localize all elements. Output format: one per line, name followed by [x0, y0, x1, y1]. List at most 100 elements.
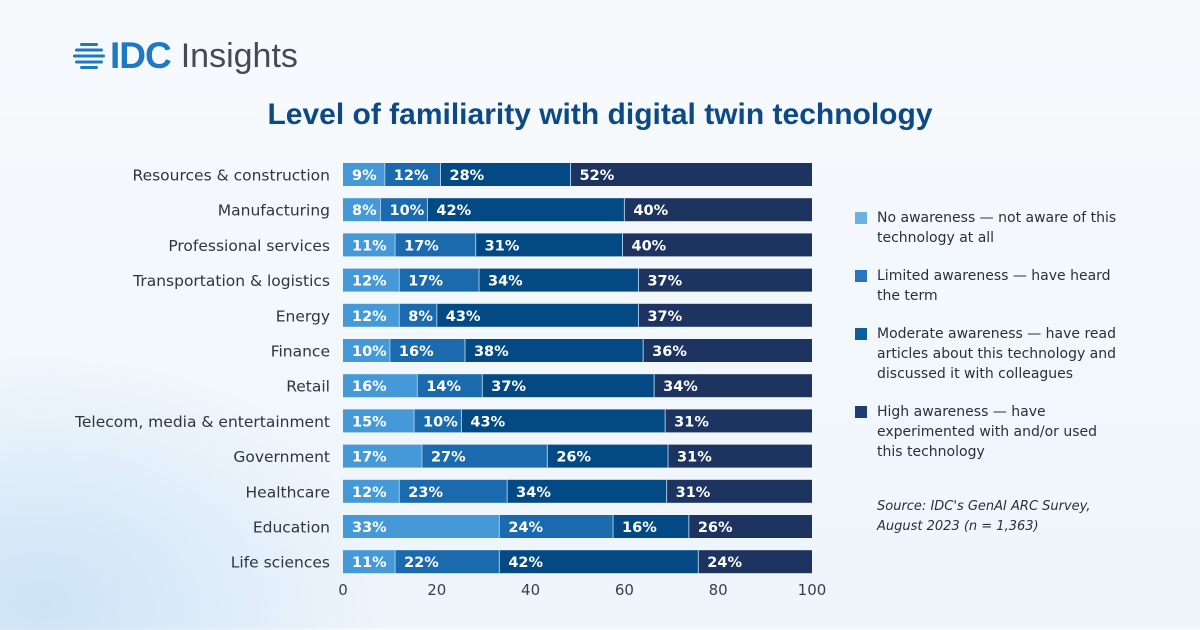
- category-label: Professional services: [168, 237, 330, 255]
- legend-item-limited-awareness: Limited awareness — have heard the term: [855, 266, 1125, 306]
- data-label: 43%: [470, 414, 505, 430]
- bar-segment: [643, 339, 812, 362]
- bar-segment: [475, 233, 623, 257]
- data-label: 52%: [580, 168, 615, 184]
- bar-segment: [479, 268, 639, 292]
- chart-legend: No awareness — not aware of this technol…: [855, 208, 1125, 480]
- x-tick-label: 20: [427, 581, 446, 599]
- bar-segment: [507, 479, 667, 503]
- legend-item-moderate-awareness: Moderate awareness — have read articles …: [855, 324, 1125, 384]
- x-tick-label: 100: [798, 581, 827, 599]
- bar-segment: [499, 515, 614, 538]
- data-label: 17%: [408, 274, 443, 290]
- bar-segment: [461, 409, 666, 433]
- data-label: 34%: [488, 274, 523, 290]
- data-label: 26%: [556, 450, 591, 466]
- data-label: 31%: [677, 450, 712, 466]
- data-label: 8%: [352, 203, 377, 219]
- data-label: 40%: [633, 203, 668, 219]
- category-label: Resources & construction: [133, 167, 331, 185]
- bar-segment: [343, 444, 422, 468]
- bar-segment: [499, 550, 699, 574]
- globe-stripes-icon: [73, 43, 105, 69]
- bar-segment: [622, 233, 812, 257]
- category-label: Finance: [271, 343, 330, 361]
- data-label: 10%: [390, 203, 425, 219]
- legend-item-no-awareness: No awareness — not aware of this technol…: [855, 208, 1125, 248]
- data-label: 10%: [423, 414, 458, 430]
- source-note: Source: IDC's GenAI ARC Survey, August 2…: [877, 499, 1091, 534]
- bar-segment: [666, 479, 812, 503]
- data-label: 12%: [352, 274, 387, 290]
- category-label: Telecom, media & entertainment: [74, 413, 330, 431]
- data-label: 37%: [491, 379, 526, 395]
- bar-segment: [343, 479, 400, 503]
- bar-segment: [343, 303, 400, 327]
- data-label: 22%: [404, 555, 439, 571]
- bar-segment: [482, 374, 655, 398]
- bar-segment: [343, 233, 396, 257]
- data-label: 10%: [352, 344, 387, 360]
- data-label: 34%: [516, 485, 551, 501]
- data-label: 36%: [652, 344, 687, 360]
- data-label: 26%: [698, 520, 733, 536]
- data-label: 9%: [352, 168, 377, 184]
- data-label: 34%: [663, 379, 698, 395]
- data-label: 31%: [676, 485, 711, 501]
- bar-segment: [613, 515, 689, 538]
- data-label: 24%: [707, 555, 742, 571]
- bar-segment: [436, 303, 639, 327]
- bar-segment: [389, 339, 465, 362]
- bar-segment: [343, 409, 415, 433]
- bar-segment: [414, 409, 462, 433]
- legend-swatch: [855, 270, 867, 282]
- data-label: 16%: [399, 344, 434, 360]
- data-label: 14%: [426, 379, 461, 395]
- bar-segment: [654, 374, 812, 398]
- bar-segment: [665, 409, 812, 433]
- x-tick-label: 0: [338, 581, 348, 599]
- data-label: 8%: [408, 309, 433, 325]
- data-label: 37%: [647, 309, 682, 325]
- data-label: 12%: [352, 309, 387, 325]
- data-label: 28%: [450, 168, 485, 184]
- data-label: 43%: [446, 309, 481, 325]
- data-label: 11%: [352, 555, 387, 571]
- category-label: Life sciences: [231, 554, 330, 572]
- bar-segment: [421, 444, 548, 468]
- legend-swatch: [855, 406, 867, 418]
- logo-brand: IDC: [110, 35, 172, 76]
- data-label: 24%: [508, 520, 543, 536]
- bar-segment: [668, 444, 812, 468]
- bar-segment: [570, 163, 812, 186]
- bar-segment: [380, 198, 428, 222]
- legend-label: Limited awareness — have heard the term: [877, 268, 1111, 304]
- data-label: 42%: [436, 203, 471, 219]
- bar-segment: [638, 303, 812, 327]
- category-label: Government: [233, 448, 330, 466]
- bar-segment: [440, 163, 571, 186]
- data-label: 42%: [508, 555, 543, 571]
- bar-segment: [624, 198, 812, 222]
- bar-segment: [343, 198, 381, 222]
- bar-segment: [547, 444, 669, 468]
- bar-segment: [343, 515, 500, 538]
- bar-segment: [343, 268, 400, 292]
- bar-segment: [399, 479, 508, 503]
- legend-item-high-awareness: High awareness — have experimented with …: [855, 402, 1125, 462]
- category-label: Manufacturing: [218, 202, 330, 220]
- category-label: Retail: [286, 378, 330, 396]
- x-tick-label: 40: [521, 581, 540, 599]
- bar-segment: [343, 550, 396, 574]
- data-label: 17%: [352, 450, 387, 466]
- category-label: Education: [253, 519, 330, 537]
- chart-title: Level of familiarity with digital twin t…: [267, 98, 933, 131]
- bar-segment: [638, 268, 812, 292]
- bar-segment: [417, 374, 483, 398]
- data-label: 11%: [352, 238, 387, 254]
- data-label: 38%: [474, 344, 509, 360]
- bar-segment: [395, 233, 476, 257]
- logo-product: Insights: [180, 36, 298, 75]
- legend-label: High awareness — have experimented with …: [877, 404, 1098, 460]
